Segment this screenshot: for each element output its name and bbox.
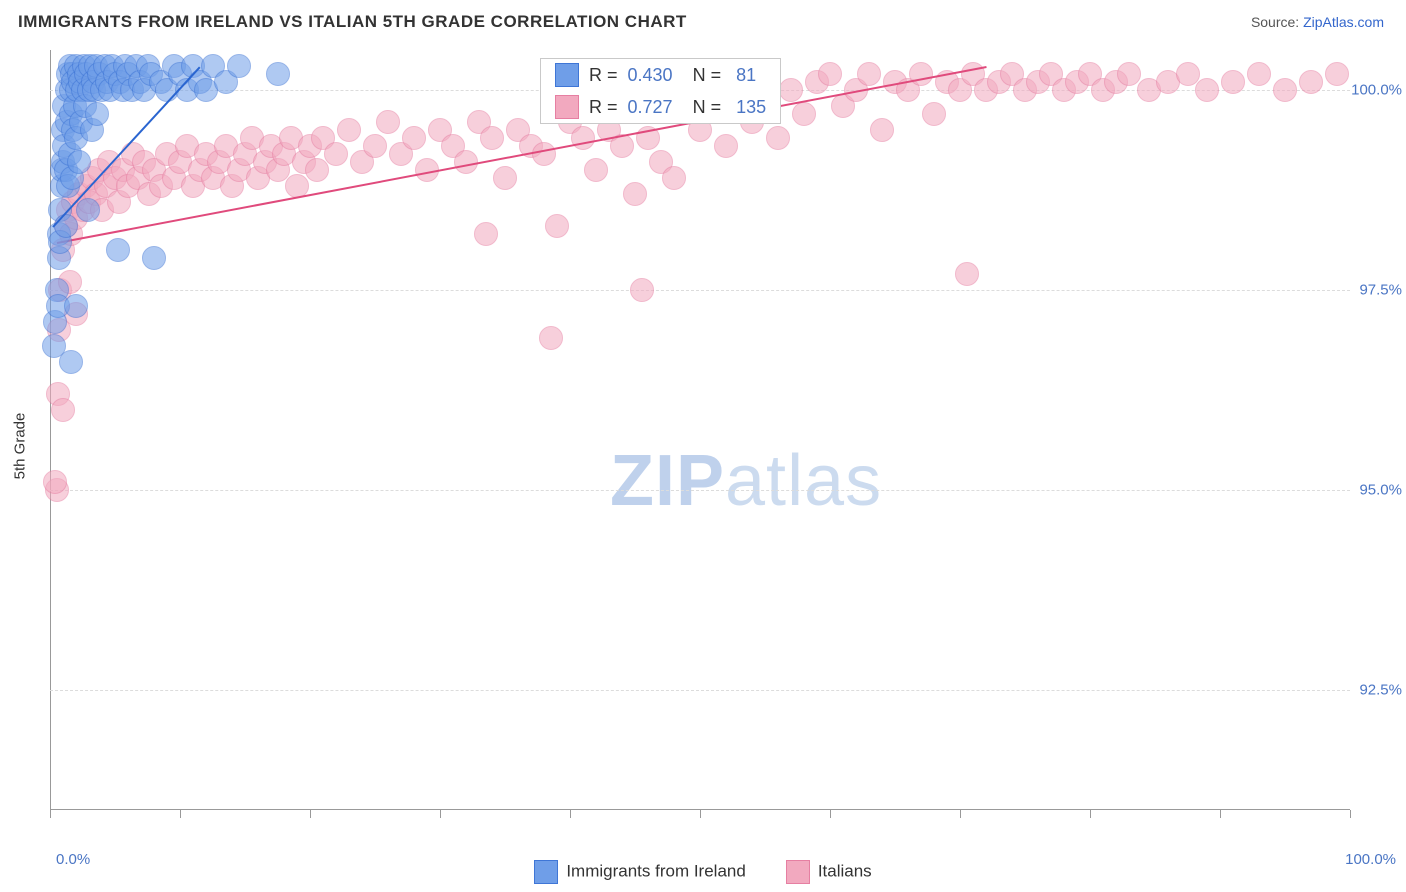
point-ireland [142,246,166,270]
point-italians [571,126,595,150]
x-tick [310,810,311,818]
point-italians [955,262,979,286]
point-italians [870,118,894,142]
point-italians [305,158,329,182]
stats-row-ireland: R =0.430 N = 81 [541,59,780,91]
x-tick [700,810,701,818]
point-italians [1299,70,1323,94]
stats-legend-box: R =0.430 N = 81R =0.727 N = 135 [540,58,781,124]
point-italians [779,78,803,102]
point-italians [1325,62,1349,86]
point-italians [662,166,686,190]
x-min-label: 0.0% [56,851,90,868]
point-italians [324,142,348,166]
point-italians [1176,62,1200,86]
point-italians [474,222,498,246]
y-tick-label: 97.5% [1359,282,1402,299]
watermark: ZIPatlas [610,440,882,522]
grid-line [50,290,1350,291]
point-italians [1273,78,1297,102]
point-italians [792,102,816,126]
grid-line [50,690,1350,691]
point-italians [51,398,75,422]
point-ireland [76,198,100,222]
x-tick [1090,810,1091,818]
point-italians [714,134,738,158]
x-tick [180,810,181,818]
y-tick-label: 100.0% [1351,82,1402,99]
point-ireland [227,54,251,78]
source-link[interactable]: ZipAtlas.com [1303,14,1384,30]
point-italians [363,134,387,158]
x-tick [570,810,571,818]
x-tick [440,810,441,818]
point-italians [43,470,67,494]
point-italians [857,62,881,86]
source-prefix: Source: [1251,14,1303,30]
x-max-label: 100.0% [1345,851,1396,868]
point-ireland [59,350,83,374]
x-tick [960,810,961,818]
point-italians [630,278,654,302]
point-italians [532,142,556,166]
legend-italians: Italians [786,860,872,884]
point-italians [1221,70,1245,94]
chart-title: IMMIGRANTS FROM IRELAND VS ITALIAN 5TH G… [18,12,687,32]
grid-line [50,490,1350,491]
point-italians [818,62,842,86]
point-italians [376,110,400,134]
y-tick-label: 95.0% [1359,482,1402,499]
source-label: Source: ZipAtlas.com [1251,14,1384,30]
point-italians [1117,62,1141,86]
point-italians [402,126,426,150]
point-italians [545,214,569,238]
point-ireland [54,214,78,238]
point-ireland [106,238,130,262]
point-italians [909,62,933,86]
x-tick [1220,810,1221,818]
scatter-plot-area: ZIPatlas 92.5%95.0%97.5%100.0% [50,50,1350,810]
point-ireland [64,294,88,318]
point-italians [1247,62,1271,86]
x-tick [830,810,831,818]
point-italians [766,126,790,150]
point-ireland [266,62,290,86]
stats-row-italians: R =0.727 N = 135 [541,91,780,123]
point-italians [480,126,504,150]
point-italians [922,102,946,126]
point-italians [337,118,361,142]
point-italians [623,182,647,206]
point-italians [1195,78,1219,102]
x-tick [50,810,51,818]
point-italians [539,326,563,350]
legend-ireland: Immigrants from Ireland [534,860,746,884]
bottom-legend: Immigrants from Ireland Italians [0,860,1406,884]
point-italians [493,166,517,190]
y-axis-label: 5th Grade [12,413,29,480]
point-ireland [67,150,91,174]
x-tick [1350,810,1351,818]
point-italians [584,158,608,182]
y-tick-label: 92.5% [1359,682,1402,699]
point-ireland [85,102,109,126]
